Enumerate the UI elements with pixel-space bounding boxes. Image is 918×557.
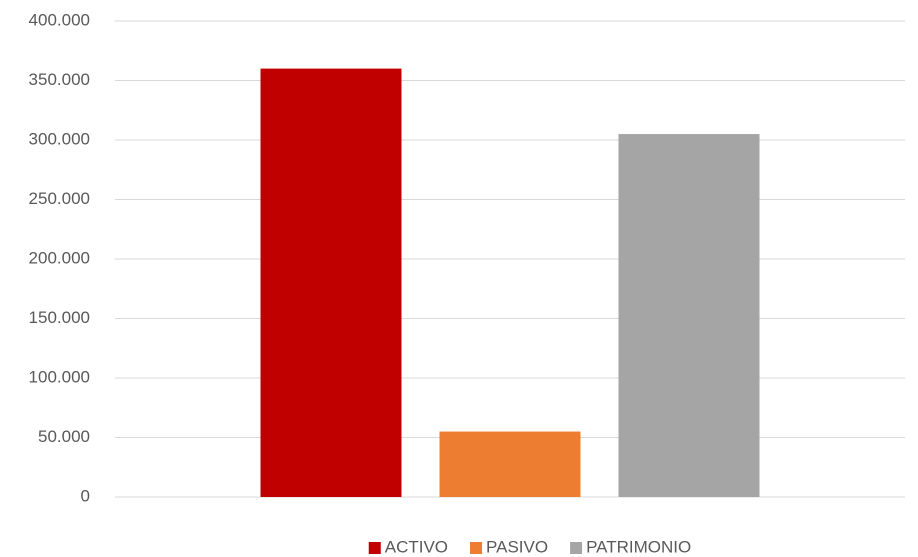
legend-item: PASIVO bbox=[470, 537, 548, 556]
y-tick-label: 200.000 bbox=[29, 248, 90, 267]
legend-label: PATRIMONIO bbox=[586, 537, 691, 556]
y-tick-label: 400.000 bbox=[29, 10, 90, 29]
legend-item: PATRIMONIO bbox=[570, 537, 691, 556]
legend-swatch bbox=[570, 542, 583, 554]
y-tick-label: 100.000 bbox=[29, 367, 90, 386]
y-tick-label: 0 bbox=[81, 486, 90, 505]
y-tick-label: 350.000 bbox=[29, 70, 90, 89]
y-tick-label: 300.000 bbox=[29, 129, 90, 148]
legend-label: PASIVO bbox=[486, 537, 548, 556]
legend-swatch bbox=[368, 542, 381, 554]
y-tick-label: 250.000 bbox=[29, 189, 90, 208]
legend-swatch bbox=[470, 542, 483, 554]
legend: ACTIVO PASIVO PATRIMONIO bbox=[368, 537, 691, 556]
bar bbox=[439, 431, 581, 497]
bar bbox=[618, 134, 760, 498]
legend-item: ACTIVO bbox=[368, 537, 448, 556]
y-tick-label: 150.000 bbox=[29, 308, 90, 327]
y-tick-label: 50.000 bbox=[38, 427, 90, 446]
bar bbox=[260, 68, 402, 497]
legend-label: ACTIVO bbox=[385, 537, 448, 556]
